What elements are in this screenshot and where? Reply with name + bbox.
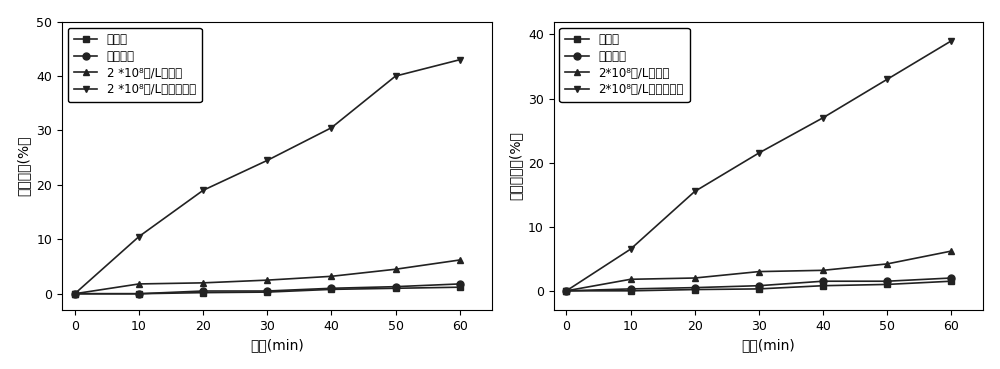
2 *10⁸个/L光催化反应: [133, 234, 145, 239]
2 *10⁸个/L暗反应: [454, 258, 466, 262]
直接光解: [753, 283, 765, 288]
Legend: 暗反应, 直接光解, 2*10⁸个/L暗反应, 2*10⁸个/L光催化反应: 暗反应, 直接光解, 2*10⁸个/L暗反应, 2*10⁸个/L光催化反应: [559, 28, 690, 102]
直接光解: [454, 282, 466, 286]
直接光解: [133, 292, 145, 296]
Line: 2 *10⁸个/L光催化反应: 2 *10⁸个/L光催化反应: [71, 56, 463, 297]
2*10⁸个/L暗反应: [945, 249, 957, 253]
2*10⁸个/L暗反应: [560, 289, 572, 293]
暗反应: [753, 287, 765, 291]
2 *10⁸个/L暗反应: [325, 274, 337, 279]
Line: 暗反应: 暗反应: [71, 284, 463, 297]
直接光解: [560, 289, 572, 293]
暗反应: [881, 282, 893, 287]
2*10⁸个/L光催化反应: [881, 77, 893, 82]
直接光解: [945, 276, 957, 280]
2 *10⁸个/L暗反应: [197, 281, 209, 285]
直接光解: [197, 289, 209, 293]
2 *10⁸个/L暗反应: [390, 267, 402, 272]
暗反应: [197, 290, 209, 295]
2*10⁸个/L光催化反应: [817, 115, 829, 120]
直接光解: [817, 279, 829, 283]
2*10⁸个/L光催化反应: [625, 247, 637, 251]
直接光解: [881, 279, 893, 283]
2 *10⁸个/L暗反应: [133, 282, 145, 286]
暗反应: [390, 286, 402, 290]
暗反应: [945, 279, 957, 283]
Legend: 暗反应, 直接光解, 2 *10⁸个/L暗反应, 2 *10⁸个/L光催化反应: 暗反应, 直接光解, 2 *10⁸个/L暗反应, 2 *10⁸个/L光催化反应: [68, 28, 202, 102]
2 *10⁸个/L光催化反应: [261, 158, 273, 163]
2*10⁸个/L暗反应: [753, 269, 765, 274]
直接光解: [325, 286, 337, 290]
2*10⁸个/L光催化反应: [753, 151, 765, 155]
Line: 2 *10⁸个/L暗反应: 2 *10⁸个/L暗反应: [71, 256, 463, 297]
直接光解: [625, 287, 637, 291]
暗反应: [69, 292, 81, 296]
暗反应: [261, 290, 273, 294]
直接光解: [390, 284, 402, 289]
暗反应: [454, 285, 466, 289]
Line: 2*10⁸个/L光催化反应: 2*10⁸个/L光催化反应: [563, 37, 955, 294]
暗反应: [817, 283, 829, 288]
直接光解: [69, 292, 81, 296]
2 *10⁸个/L光催化反应: [390, 74, 402, 78]
暗反应: [689, 287, 701, 292]
暗反应: [560, 289, 572, 293]
2*10⁸个/L暗反应: [689, 276, 701, 280]
直接光解: [261, 289, 273, 293]
Line: 2*10⁸个/L暗反应: 2*10⁸个/L暗反应: [563, 248, 955, 294]
2 *10⁸个/L光催化反应: [325, 125, 337, 130]
2*10⁸个/L暗反应: [881, 262, 893, 266]
暗反应: [625, 289, 637, 293]
2*10⁸个/L光催化反应: [689, 189, 701, 194]
2 *10⁸个/L光催化反应: [197, 188, 209, 193]
2*10⁸个/L光催化反应: [560, 289, 572, 293]
X-axis label: 时间(min): 时间(min): [742, 338, 795, 352]
Y-axis label: 磺胺甲氧嗪(%）: 磺胺甲氧嗪(%）: [508, 131, 522, 200]
2 *10⁸个/L暗反应: [261, 278, 273, 282]
Line: 直接光解: 直接光解: [563, 275, 955, 294]
Y-axis label: 磺胺嘧啶(%）: 磺胺嘧啶(%）: [17, 136, 31, 196]
X-axis label: 时间(min): 时间(min): [250, 338, 304, 352]
暗反应: [325, 287, 337, 292]
Line: 暗反应: 暗反应: [563, 278, 955, 294]
2*10⁸个/L光催化反应: [945, 39, 957, 43]
暗反应: [133, 292, 145, 296]
2*10⁸个/L暗反应: [817, 268, 829, 273]
Line: 直接光解: 直接光解: [71, 280, 463, 297]
2 *10⁸个/L光催化反应: [454, 58, 466, 62]
2 *10⁸个/L暗反应: [69, 292, 81, 296]
2*10⁸个/L暗反应: [625, 277, 637, 282]
2 *10⁸个/L光催化反应: [69, 292, 81, 296]
直接光解: [689, 285, 701, 290]
